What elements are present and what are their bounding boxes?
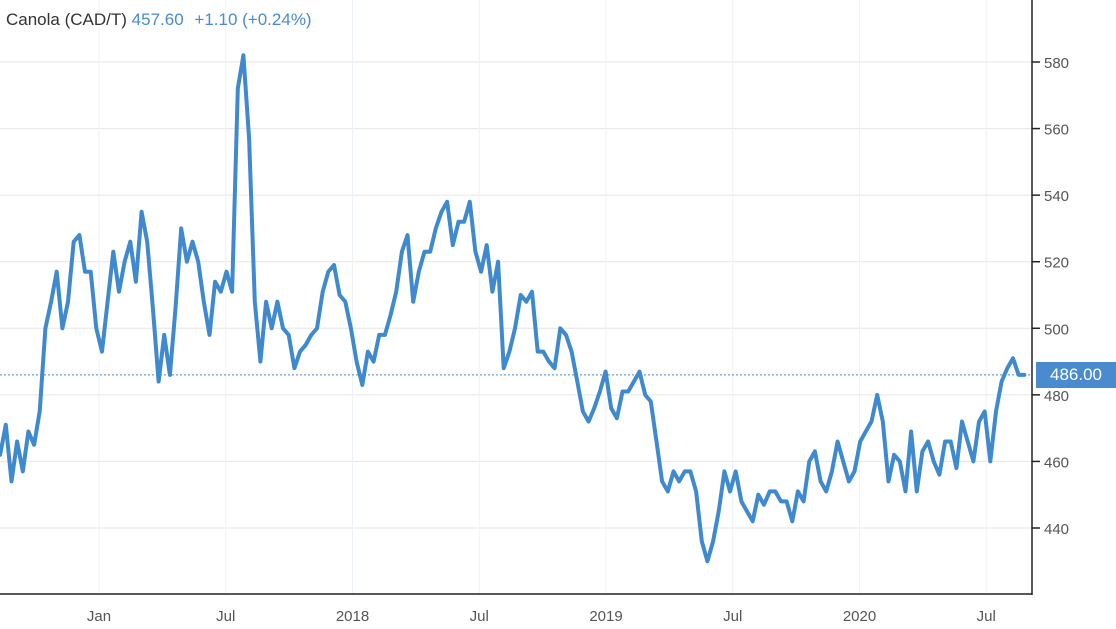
price-change-pct: (+0.24%) xyxy=(242,10,312,29)
instrument-title: Canola (CAD/T) xyxy=(6,10,127,29)
y-tick-label: 500 xyxy=(1044,321,1069,338)
y-axis: 440 460 480 500 520 540 560 580 xyxy=(1032,55,1069,538)
x-tick-label: 2018 xyxy=(336,608,369,625)
chart-header: Canola (CAD/T) 457.60 +1.10 (+0.24%) xyxy=(6,10,312,30)
x-tick-label: Jan xyxy=(87,608,111,625)
y-tick-label: 520 xyxy=(1044,255,1069,272)
y-tick-label: 560 xyxy=(1044,122,1069,139)
y-tick-label: 540 xyxy=(1044,188,1069,205)
series-line-canola xyxy=(0,53,1027,564)
y-tick-label: 480 xyxy=(1044,388,1069,405)
price-change: +1.10 xyxy=(194,10,238,29)
y-tick-label: 440 xyxy=(1044,521,1069,538)
x-tick-label: 2019 xyxy=(589,608,622,625)
x-tick-label: Jul xyxy=(723,608,742,625)
last-value-label: 486.00 xyxy=(1036,362,1116,388)
x-tick-label: Jul xyxy=(470,608,489,625)
y-tick-label: 580 xyxy=(1044,55,1069,72)
x-tick-label: 2020 xyxy=(843,608,876,625)
grid xyxy=(0,0,1032,594)
x-tick-label: Jul xyxy=(977,608,996,625)
last-price: 457.60 xyxy=(131,10,184,29)
x-axis: Jan Jul 2018 Jul 2019 Jul 2020 Jul xyxy=(87,608,996,625)
y-tick-label: 460 xyxy=(1044,454,1069,471)
x-tick-label: Jul xyxy=(216,608,235,625)
